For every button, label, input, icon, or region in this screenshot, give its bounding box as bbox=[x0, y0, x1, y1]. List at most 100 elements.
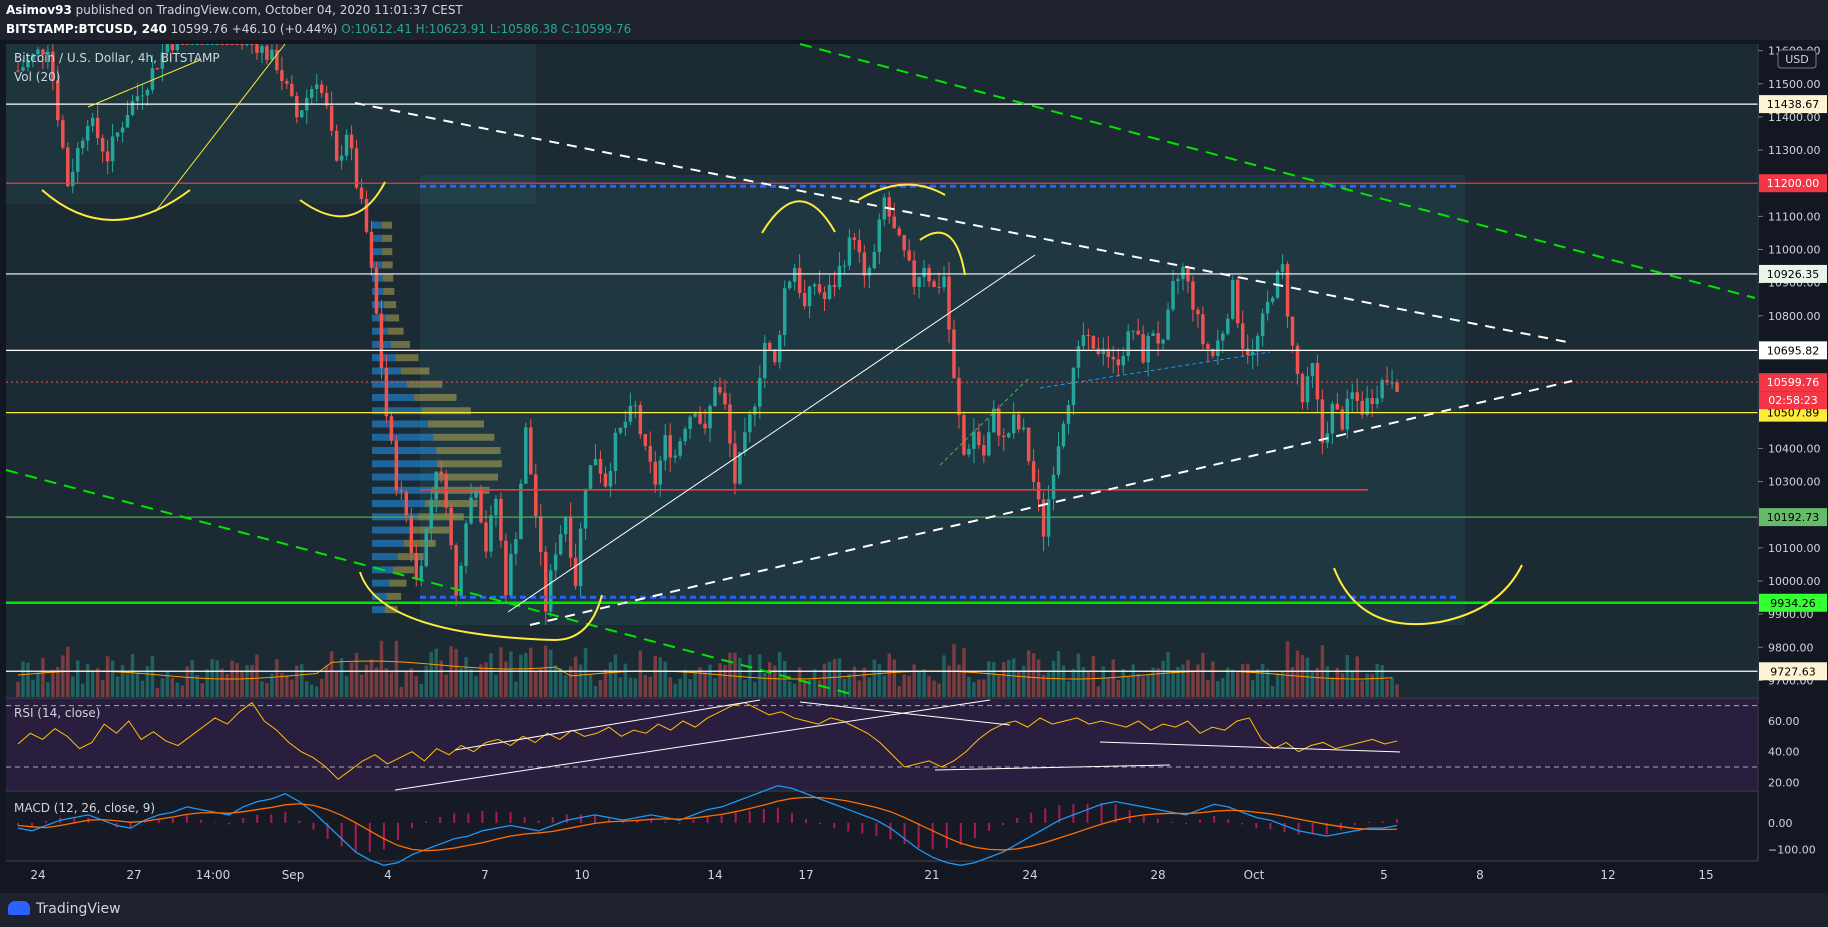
candle-body bbox=[1231, 279, 1235, 319]
level-tag-label: 11438.67 bbox=[1767, 98, 1820, 111]
volume-bar bbox=[46, 682, 50, 697]
candle-body bbox=[160, 52, 165, 69]
volume-bar bbox=[76, 660, 80, 697]
level-tag bbox=[1759, 264, 1827, 283]
price-axis[interactable]: 11600.0011500.0011400.0011300.0011100.00… bbox=[1757, 44, 1828, 892]
candle-body bbox=[469, 497, 473, 524]
candle-body bbox=[1161, 339, 1165, 344]
range-box bbox=[420, 175, 1465, 625]
volume-bar bbox=[130, 654, 135, 697]
profile-bar bbox=[372, 579, 390, 587]
volume-bar bbox=[334, 671, 339, 697]
candle-body bbox=[743, 432, 747, 453]
volume-bar bbox=[718, 663, 722, 697]
volume-bar bbox=[180, 685, 185, 697]
trend-drawings bbox=[5, 43, 1756, 696]
volume-bar bbox=[519, 654, 523, 697]
volume-bar bbox=[802, 679, 807, 697]
volume-bar bbox=[987, 661, 991, 697]
volume-bar bbox=[728, 652, 732, 697]
time-tick-label: 21 bbox=[924, 868, 939, 882]
volume-bar bbox=[100, 679, 105, 697]
volume-bar bbox=[1335, 667, 1340, 697]
candle-body bbox=[1061, 423, 1066, 447]
time-axis[interactable]: 24 27 14:00 Sep 4 7 10 14 17 21 24 28 Oct 5 8 12 15 bbox=[30, 868, 1713, 882]
volume-bar bbox=[608, 662, 613, 697]
candle-body bbox=[688, 416, 692, 429]
price-pane[interactable] bbox=[6, 44, 1757, 697]
candle-body bbox=[354, 148, 359, 188]
time-tick-label: 28 bbox=[1150, 868, 1165, 882]
candle-body bbox=[1236, 279, 1240, 324]
volume-bar bbox=[618, 677, 623, 697]
candle-body bbox=[1041, 499, 1046, 537]
volume-bar bbox=[1041, 674, 1046, 697]
candle-body bbox=[947, 276, 951, 330]
candle-body bbox=[713, 387, 717, 406]
candle-body bbox=[290, 83, 294, 96]
chart-title: Bitcoin / U.S. Dollar, 4h, BITSTAMP bbox=[14, 51, 220, 65]
profile-bar bbox=[414, 393, 457, 401]
profile-bar bbox=[383, 287, 395, 295]
candle-body bbox=[1101, 348, 1106, 354]
volume-bar bbox=[1061, 665, 1066, 697]
candle-body bbox=[245, 44, 249, 45]
candle-body bbox=[494, 498, 498, 516]
candle-body bbox=[21, 67, 25, 71]
candle-body bbox=[673, 455, 677, 458]
rsi-tick-label: 20.00 bbox=[1768, 776, 1800, 789]
candle-body bbox=[1385, 380, 1389, 383]
range-box bbox=[6, 44, 536, 204]
candle-body bbox=[862, 252, 867, 276]
volume-bar bbox=[1375, 663, 1379, 697]
volume-bar bbox=[305, 681, 309, 697]
candle-body bbox=[1335, 403, 1340, 410]
candle-body bbox=[593, 459, 598, 466]
candle-body bbox=[608, 471, 613, 487]
time-tick-label: 14 bbox=[707, 868, 722, 882]
candle-body bbox=[822, 292, 827, 300]
candle-body bbox=[952, 329, 956, 378]
candle-body bbox=[568, 517, 573, 558]
candle-body bbox=[842, 265, 847, 267]
candle-body bbox=[583, 488, 588, 529]
volume-bar bbox=[469, 668, 473, 697]
level-tag-label: 10507.89 bbox=[1767, 407, 1820, 420]
candle-body bbox=[957, 377, 961, 415]
candle-body bbox=[250, 44, 254, 45]
macd-pane[interactable] bbox=[6, 791, 1757, 860]
profile-bar bbox=[386, 592, 402, 600]
author-name[interactable]: Asimov93 bbox=[6, 3, 72, 17]
time-tick-label: 8 bbox=[1476, 868, 1484, 882]
candle-body bbox=[1002, 435, 1006, 438]
candle-body bbox=[504, 540, 508, 596]
tradingview-logo[interactable]: TradingView bbox=[8, 901, 121, 917]
volume-bar bbox=[439, 660, 443, 697]
volume-bar bbox=[404, 670, 409, 697]
candle-body bbox=[1016, 414, 1021, 430]
candle-body bbox=[698, 413, 702, 424]
candle-body bbox=[887, 197, 891, 217]
volume-bar bbox=[514, 681, 518, 697]
profile-bar bbox=[372, 248, 383, 256]
volume-bar bbox=[1006, 659, 1011, 697]
volume-bars bbox=[16, 640, 1399, 697]
volume-ma-line bbox=[17, 660, 1393, 680]
volume-bar bbox=[314, 686, 319, 697]
volume-bar bbox=[339, 658, 344, 697]
volume-bar bbox=[912, 664, 916, 697]
volume-bar bbox=[344, 676, 349, 697]
volume-bar bbox=[897, 685, 901, 697]
candle-body bbox=[618, 427, 623, 433]
candle-body bbox=[1340, 409, 1345, 430]
volume-bar bbox=[997, 675, 1001, 697]
candle-body bbox=[130, 101, 135, 115]
profile-bar bbox=[382, 261, 393, 269]
volume-bar bbox=[548, 649, 553, 697]
candle-body bbox=[1295, 345, 1300, 374]
profile-bar bbox=[433, 433, 495, 441]
candle-body bbox=[1066, 405, 1071, 424]
candle-body bbox=[205, 44, 209, 45]
candle-body bbox=[1051, 474, 1056, 499]
